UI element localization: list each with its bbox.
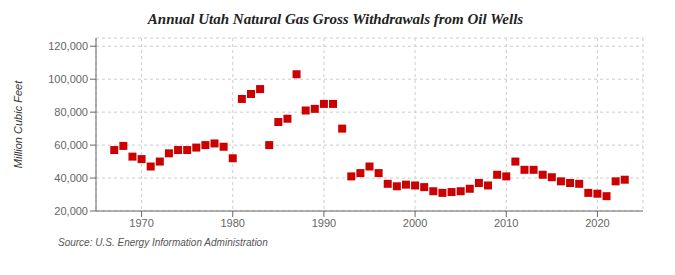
svg-text:2020: 2020: [585, 217, 609, 229]
svg-text:20,000: 20,000: [54, 205, 88, 217]
svg-text:1990: 1990: [312, 217, 336, 229]
svg-text:Million Cubic Feet: Million Cubic Feet: [12, 80, 24, 168]
html-text:Source: U.S. Energy Informatio: Source: U.S. Energy Information Administ…: [58, 237, 268, 248]
svg-text:100,000: 100,000: [48, 73, 88, 85]
svg-text:40,000: 40,000: [54, 172, 88, 184]
html-text:Annual Utah Natural Gas Gross: Annual Utah Natural Gas Gross Withdrawal…: [147, 11, 524, 27]
svg-text:2010: 2010: [494, 217, 518, 229]
svg-text:1980: 1980: [221, 217, 245, 229]
svg-text:60,000: 60,000: [54, 139, 88, 151]
svg-text:80,000: 80,000: [54, 106, 88, 118]
svg-text:120,000: 120,000: [48, 40, 88, 52]
svg-text:1970: 1970: [129, 217, 153, 229]
svg-text:2000: 2000: [403, 217, 427, 229]
